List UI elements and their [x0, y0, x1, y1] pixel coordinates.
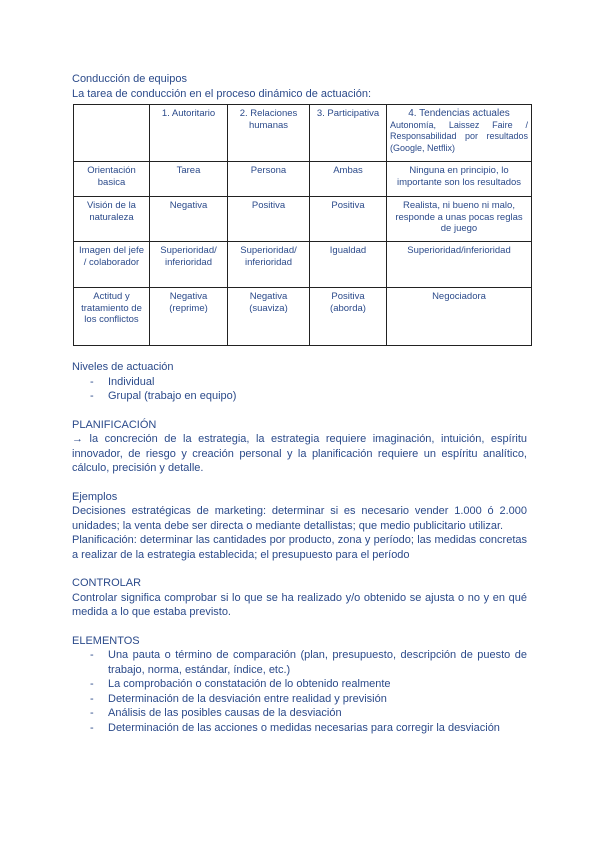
- row-label: Imagen del jefe / colaborador: [73, 241, 150, 288]
- header-cell: 1. Autoritario: [149, 104, 228, 162]
- table-row: Visión de la naturaleza Negativa Positiva P…: [73, 196, 532, 242]
- table-row: Actitud y tratamiento de los conflictos N…: [73, 287, 532, 346]
- list-item: Determinación de la desviación entre rea…: [72, 692, 527, 707]
- niveles-heading: Niveles de actuación: [72, 361, 174, 373]
- doc-subtitle: La tarea de conducción en el proceso din…: [72, 87, 372, 100]
- controlar-text: Controlar significa comprobar si lo que …: [72, 591, 527, 619]
- cell: Superioridad/ inferioridad: [149, 241, 228, 288]
- header-cell: 2. Relaciones humanas: [227, 104, 310, 162]
- row-label: Actitud y tratamiento de los conflictos: [73, 287, 150, 346]
- header-label: 4. Tendencias actuales: [408, 108, 510, 119]
- header-cell: [73, 104, 150, 162]
- doc-title: Conducción de equipos: [72, 73, 187, 85]
- cell: Tarea: [149, 161, 228, 197]
- cell: Realista, ni bueno ni malo, responde a u…: [386, 196, 532, 242]
- planificacion-heading: PLANIFICACIÓN: [72, 418, 157, 431]
- ejemplos-p2: Planificación: determinar las cantidades…: [72, 534, 527, 561]
- intro: Conducción de equipos La tarea de conduc…: [72, 72, 527, 101]
- cell: Negativa (reprime): [149, 287, 228, 346]
- cell: Persona: [227, 161, 310, 197]
- cell: Positiva: [309, 196, 387, 242]
- list-item: Individual: [72, 375, 527, 390]
- leadership-styles-table: 1. Autoritario 2. Relaciones humanas 3. …: [73, 104, 532, 346]
- list-item: Determinación de las acciones o medidas …: [72, 721, 527, 736]
- table-header-row: 1. Autoritario 2. Relaciones humanas 3. …: [73, 104, 532, 162]
- cell: Negativa: [149, 196, 228, 242]
- header-cell: 4. Tendencias actuales Autonomía, Laissez…: [386, 104, 532, 162]
- cell: Igualdad: [309, 241, 387, 288]
- cell: Positiva: [227, 196, 310, 242]
- row-label: Orientación basica: [73, 161, 150, 197]
- cell: Positiva (aborda): [309, 287, 387, 346]
- body-content: Niveles de actuación Individual Grupal (…: [72, 360, 527, 735]
- header-cell: 3. Participativa: [309, 104, 387, 162]
- cell: Ambas: [309, 161, 387, 197]
- table-row: Orientación basica Tarea Persona Ambas Ningu…: [73, 161, 532, 197]
- row-label: Visión de la naturaleza: [73, 196, 150, 242]
- niveles-list: Individual Grupal (trabajo en equipo): [72, 375, 527, 404]
- cell: Ninguna en principio, lo importante son …: [386, 161, 532, 197]
- planificacion-text: → la concreción de la estrategia, la est…: [72, 433, 527, 474]
- controlar-heading: CONTROLAR: [72, 577, 142, 589]
- cell: Negociadora: [386, 287, 532, 346]
- ejemplos-heading: Ejemplos: [72, 490, 118, 503]
- ejemplos-p1: Decisiones estratégicas de marketing: de…: [72, 505, 527, 532]
- list-item: Análisis de las posibles causas de la de…: [72, 706, 527, 721]
- cell: Superioridad/inferioridad: [386, 241, 532, 288]
- list-item: La comprobación o constatación de lo obt…: [72, 677, 527, 692]
- list-item: Grupal (trabajo en equipo): [72, 389, 527, 404]
- list-item: Una pauta o término de comparación (plan…: [72, 648, 527, 677]
- elementos-heading: ELEMENTOS: [72, 634, 140, 647]
- header-note: Autonomía, Laissez Faire / Responsabilid…: [390, 119, 528, 153]
- cell: Negativa (suaviza): [227, 287, 310, 346]
- table-row: Imagen del jefe / colaborador Superiorida…: [73, 241, 532, 288]
- elementos-list: Una pauta o término de comparación (plan…: [72, 648, 527, 735]
- cell: Superioridad/ inferioridad: [227, 241, 310, 288]
